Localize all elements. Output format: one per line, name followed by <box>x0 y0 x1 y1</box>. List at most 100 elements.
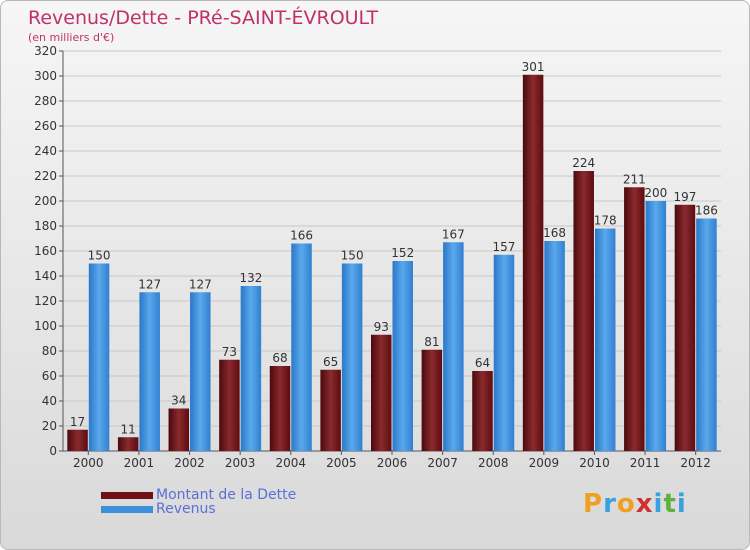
data-label: 186 <box>695 204 718 218</box>
data-label: 73 <box>222 345 237 359</box>
bar-dette <box>624 187 645 451</box>
data-label: 132 <box>239 271 262 285</box>
data-label: 157 <box>493 240 516 254</box>
logo-letter: o <box>616 489 636 519</box>
x-tick-label: 2003 <box>225 456 256 470</box>
bar-revenus <box>443 242 464 451</box>
y-tick-label: 80 <box>42 344 57 358</box>
y-tick-label: 0 <box>49 444 57 458</box>
data-label: 17 <box>70 415 85 429</box>
x-tick-label: 2004 <box>275 456 306 470</box>
x-tick-label: 2009 <box>529 456 560 470</box>
y-tick-label: 60 <box>42 369 57 383</box>
x-tick-label: 2007 <box>427 456 458 470</box>
bar-revenus <box>291 243 312 451</box>
bar-revenus <box>544 241 565 451</box>
bar-revenus <box>645 201 667 451</box>
legend-swatch-dette <box>101 491 153 499</box>
y-tick-label: 40 <box>42 394 57 408</box>
data-label: 166 <box>290 229 313 243</box>
y-tick-label: 120 <box>34 294 57 308</box>
y-tick-label: 280 <box>34 94 57 108</box>
bar-dette <box>371 334 392 451</box>
y-tick-label: 100 <box>34 319 57 333</box>
bar-dette <box>421 349 443 451</box>
bar-dette <box>573 171 594 451</box>
data-label: 200 <box>644 186 667 200</box>
logo-letter: r <box>603 489 617 519</box>
x-tick-label: 2002 <box>174 456 205 470</box>
bar-dette <box>522 74 544 451</box>
chart-subtitle: (en milliers d'€) <box>28 31 115 44</box>
legend-label-revenus: Revenus <box>156 501 216 517</box>
x-tick-label: 2008 <box>478 456 509 470</box>
data-label: 93 <box>374 320 389 334</box>
legend-label-dette: Montant de la Dette <box>156 487 297 503</box>
data-label: 150 <box>88 249 111 263</box>
y-tick-label: 300 <box>34 69 57 83</box>
data-label: 68 <box>272 351 287 365</box>
y-tick-label: 320 <box>34 44 57 58</box>
data-label: 150 <box>341 249 364 263</box>
logo-letter: i <box>676 489 687 519</box>
x-tick-label: 2011 <box>630 456 661 470</box>
x-tick-label: 2006 <box>377 456 408 470</box>
bar-dette <box>269 366 291 451</box>
bar-revenus <box>190 292 211 451</box>
data-label: 168 <box>543 226 566 240</box>
data-label: 81 <box>424 335 439 349</box>
data-label: 211 <box>623 172 646 186</box>
y-tick-label: 20 <box>42 419 57 433</box>
data-label: 167 <box>442 227 465 241</box>
x-tick-label: 2001 <box>124 456 155 470</box>
x-tick-label: 2012 <box>680 456 711 470</box>
data-label: 65 <box>323 355 338 369</box>
bar-dette <box>168 408 190 451</box>
bar-revenus <box>240 286 262 451</box>
data-label: 11 <box>121 422 136 436</box>
y-tick-label: 220 <box>34 169 57 183</box>
data-label: 152 <box>391 246 414 260</box>
bar-revenus <box>594 228 616 451</box>
y-tick-label: 200 <box>34 194 57 208</box>
logo-letter: x <box>635 489 654 519</box>
bar-revenus <box>392 261 413 451</box>
data-label: 224 <box>572 156 595 170</box>
bar-dette <box>219 359 240 451</box>
bar-chart: 0 20 40 60 80 100 120 140 160 180 200 220 240 260 280 3… <box>34 44 721 470</box>
bar-dette <box>67 429 88 451</box>
logo-letter: t <box>663 489 677 519</box>
bar-dette <box>674 204 696 451</box>
y-tick-label: 140 <box>34 269 57 283</box>
x-tick-label: 2005 <box>326 456 357 470</box>
logo-letter: P <box>583 489 604 519</box>
data-label: 178 <box>594 214 617 228</box>
data-label: 301 <box>522 60 545 74</box>
chart-title: Revenus/Dette - PRé-SAINT-ÉVROULT <box>28 7 379 29</box>
logo-letter: i <box>653 489 664 519</box>
bar-revenus <box>139 292 160 451</box>
legend-item-revenus: Revenus <box>101 501 216 517</box>
legend-item-dette: Montant de la Dette <box>101 487 296 503</box>
bar-revenus <box>696 218 717 451</box>
bar-revenus <box>341 263 363 451</box>
legend-swatch-revenus <box>101 505 153 513</box>
data-label: 34 <box>171 394 186 408</box>
x-tick-label: 2010 <box>579 456 610 470</box>
data-label: 197 <box>673 190 696 204</box>
data-label: 127 <box>138 277 161 291</box>
y-tick-label: 160 <box>34 244 57 258</box>
bar-revenus <box>493 254 515 451</box>
proxiti-logo: Proxiti <box>583 489 687 519</box>
y-tick-label: 260 <box>34 119 57 133</box>
bar-dette <box>320 369 341 451</box>
bar-dette <box>117 437 139 451</box>
data-label: 64 <box>475 356 490 370</box>
bar-revenus <box>88 263 110 451</box>
bar-dette <box>472 371 493 451</box>
x-tick-label: 2000 <box>73 456 104 470</box>
data-label: 127 <box>189 277 212 291</box>
y-tick-label: 180 <box>34 219 57 233</box>
y-tick-label: 240 <box>34 144 57 158</box>
